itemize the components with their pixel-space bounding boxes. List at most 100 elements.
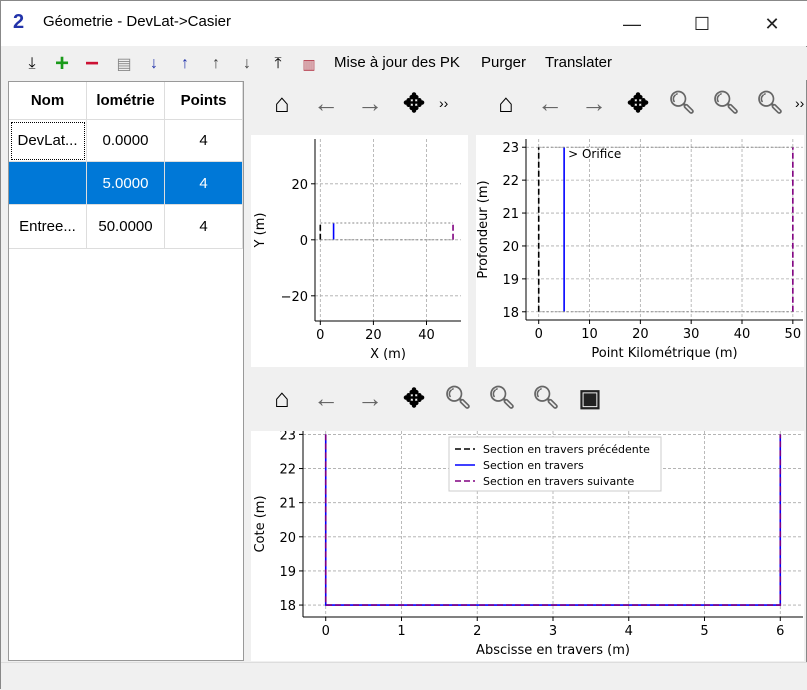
window-title: Géometrie - DevLat->Casier <box>43 13 231 30</box>
legend-label: Section en travers précédente <box>483 443 650 456</box>
x-tick-label: 4 <box>625 624 633 639</box>
sections-icon[interactable]: ▥ <box>302 55 316 72</box>
y-tick-label: 18 <box>279 599 296 614</box>
export-icon[interactable]: ⤒ <box>274 55 282 72</box>
zoom-icon[interactable]: 🔍︎ <box>668 90 696 115</box>
minimize-button[interactable]: — <box>623 14 641 34</box>
y-tick-label: 20 <box>279 531 296 546</box>
more-icon[interactable]: ›› <box>795 95 805 111</box>
zoom-original-icon[interactable]: 🔍︎ <box>488 385 516 410</box>
back-icon[interactable]: ← <box>313 382 339 413</box>
y-tick-label: 22 <box>502 174 519 189</box>
zoom-fit-icon[interactable]: 🔍︎ <box>532 385 560 410</box>
x-axis-label: X (m) <box>370 347 406 362</box>
import-icon[interactable]: ⤓ <box>28 55 36 72</box>
y-tick-label: 21 <box>502 207 519 222</box>
table-cell-km[interactable]: 5.0000 <box>87 162 165 205</box>
y-tick-label: 19 <box>502 273 519 288</box>
x-tick-label: 2 <box>473 624 481 639</box>
legend-label: Section en travers suivante <box>483 475 634 488</box>
y-tick-label: 23 <box>502 141 519 156</box>
table-cell-name[interactable]: Entree... <box>9 205 87 249</box>
maximize-button[interactable]: ☐ <box>693 14 711 34</box>
annotation-label: > Orifice <box>568 147 621 161</box>
remove-icon[interactable]: − <box>84 51 99 77</box>
move-down-icon[interactable]: ↓ <box>243 55 251 72</box>
back-icon[interactable]: ← <box>537 87 563 118</box>
title-bar: 2 Géometrie - DevLat->Casier — ☐ ✕ <box>1 1 807 46</box>
x-tick-label: 20 <box>632 327 649 342</box>
sort-descending-icon[interactable]: ↑ <box>181 55 189 72</box>
y-tick-label: 0 <box>300 234 308 249</box>
edit-icon[interactable]: ▤ <box>116 56 132 73</box>
x-tick-label: 50 <box>785 327 802 342</box>
y-tick-label: 20 <box>291 178 308 193</box>
table-cell-km[interactable]: 0.0000 <box>87 120 165 162</box>
x-axis-label: Point Kilométrique (m) <box>591 346 737 361</box>
app-logo-icon: 2 <box>13 11 25 33</box>
sort-ascending-icon[interactable]: ↓ <box>150 55 158 72</box>
back-icon[interactable]: ← <box>313 87 339 118</box>
main-toolbar: ⤓ + − ▤ ↓ ↑ ↑ ↓ ⤒ ▥ <box>1 47 807 80</box>
table-cell-points[interactable]: 4 <box>165 162 243 205</box>
plot3-toolbar: ⌂ ← → ✥ 🔍︎ 🔍︎ 🔍︎ ▣ <box>263 376 609 420</box>
pan-icon[interactable]: ✥ <box>403 87 425 118</box>
plot2-toolbar: ⌂ ← → ✥ 🔍︎ 🔍︎ 🔍︎ ›› <box>487 81 804 125</box>
x-tick-label: 40 <box>418 328 435 343</box>
x-tick-label: 0 <box>322 624 330 639</box>
table-cell-name[interactable]: DevLat... <box>9 120 87 162</box>
x-tick-label: 20 <box>365 328 382 343</box>
more-icon[interactable]: ›› <box>439 95 449 111</box>
table-cell-km[interactable]: 50.0000 <box>87 205 165 249</box>
add-icon[interactable]: + <box>54 51 69 77</box>
zoom-icon[interactable]: 🔍︎ <box>444 385 472 410</box>
y-tick-label: 20 <box>502 240 519 255</box>
y-tick-label: −20 <box>281 290 308 305</box>
plot1-toolbar: ⌂ ← → ✥ ›› <box>263 81 448 125</box>
x-tick-label: 0 <box>535 327 543 342</box>
y-tick-label: 22 <box>279 463 296 478</box>
zoom-fit-icon[interactable]: 🔍︎ <box>756 90 784 115</box>
plan-view-plot[interactable]: 0 20 40 −20 0 20 X (m) Y (m) <box>251 135 468 367</box>
update-pk-button[interactable]: Mise à jour des PK <box>334 54 460 71</box>
x-tick-label: 1 <box>397 624 405 639</box>
status-bar <box>1 662 807 690</box>
pan-icon[interactable]: ✥ <box>627 87 649 118</box>
pan-icon[interactable]: ✥ <box>403 382 425 413</box>
legend-label: Section en travers <box>483 459 584 472</box>
translate-button[interactable]: Translater <box>545 54 612 71</box>
table-cell-points[interactable]: 4 <box>165 120 243 162</box>
x-tick-label: 10 <box>581 327 598 342</box>
y-tick-label: 18 <box>502 306 519 321</box>
table-cell-points[interactable]: 4 <box>165 205 243 249</box>
y-tick-label: 19 <box>279 565 296 580</box>
x-tick-label: 0 <box>316 328 324 343</box>
column-header-name[interactable]: Nom <box>9 82 87 120</box>
column-header-km[interactable]: lométrie <box>87 82 165 120</box>
table-cell-name[interactable] <box>9 162 87 205</box>
home-icon[interactable]: ⌂ <box>498 87 514 118</box>
close-button[interactable]: ✕ <box>764 14 780 34</box>
x-axis-label: Abscisse en travers (m) <box>476 643 630 658</box>
longitudinal-profile-plot[interactable]: 0 10 20 30 40 50 18 19 20 21 22 23 Point Kilométriqu… <box>476 135 804 367</box>
home-icon[interactable]: ⌂ <box>274 87 290 118</box>
home-icon[interactable]: ⌂ <box>274 382 290 413</box>
move-up-icon[interactable]: ↑ <box>212 55 220 72</box>
x-tick-label: 6 <box>776 624 784 639</box>
forward-icon[interactable]: → <box>581 87 607 118</box>
legend-box <box>448 436 662 492</box>
profiles-table: Nom lométrie Points DevLat... 0.0000 4 5… <box>8 81 244 661</box>
y-axis-label: Cote (m) <box>253 495 268 552</box>
purge-button[interactable]: Purger <box>481 54 527 71</box>
forward-icon[interactable]: → <box>357 382 383 413</box>
x-tick-label: 30 <box>683 327 700 342</box>
y-tick-label: 21 <box>279 497 296 512</box>
save-icon[interactable]: ▣ <box>578 384 602 412</box>
series-line <box>324 434 782 606</box>
zoom-original-icon[interactable]: 🔍︎ <box>712 90 740 115</box>
x-tick-label: 3 <box>549 624 557 639</box>
forward-icon[interactable]: → <box>357 87 383 118</box>
column-header-points[interactable]: Points <box>165 82 243 120</box>
x-tick-label: 5 <box>700 624 708 639</box>
